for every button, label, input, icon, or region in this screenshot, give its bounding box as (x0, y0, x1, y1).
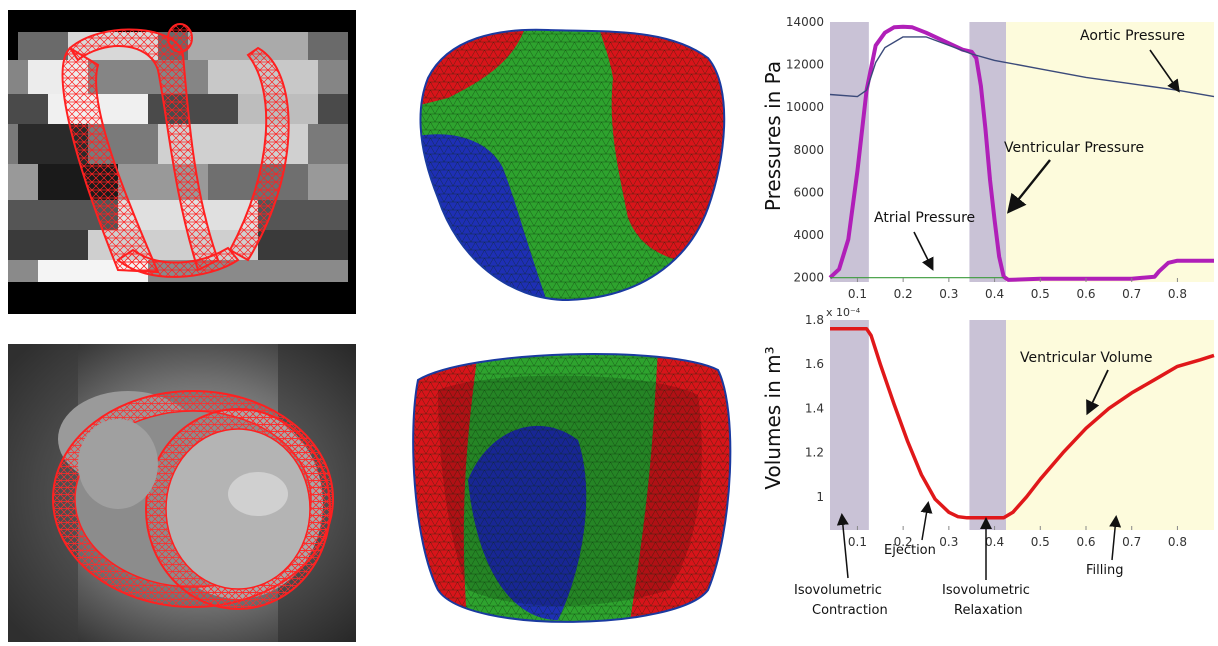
filling-phase-band (1006, 22, 1214, 282)
volume-y-axis-label: Volumes in m³ (761, 346, 785, 489)
pressure-chart: 0.1 0.2 0.3 0.4 0.5 0.6 0.7 0.8 2000 4000 6000 8000… (750, 6, 1216, 308)
y-tick-label: 8000 (793, 143, 824, 157)
mesh-outer-view (408, 18, 730, 304)
mri-short-axis-graphic (8, 344, 356, 642)
mri-long-axis-image (8, 10, 356, 314)
mesh-outer-graphic (419, 28, 726, 302)
x-tick-label: 0.1 (848, 535, 867, 549)
ejection-arrow (920, 501, 933, 541)
x-tick-label: 0.2 (894, 287, 913, 301)
x-tick-label: 0.8 (1168, 287, 1187, 301)
ventricular-pressure-arrow (1007, 159, 1051, 214)
isovolumetric-phase-band (830, 22, 869, 282)
iso-relaxation-label-1: Isovolumetric (942, 583, 1030, 598)
y-tick-label: 1.2 (805, 446, 824, 460)
iso-contraction-label-2: Contraction (812, 603, 888, 618)
x-tick-label: 0.4 (985, 287, 1004, 301)
x-tick-label: 0.6 (1076, 535, 1095, 549)
y-tick-label: 1.6 (805, 357, 824, 371)
mri-short-axis-image (8, 344, 356, 642)
pressure-y-axis-label: Pressures in Pa (761, 61, 785, 211)
ventricular-pressure-label: Ventricular Pressure (1004, 140, 1144, 156)
x-tick-label: 0.3 (939, 535, 958, 549)
y-tick-label: 1 (816, 490, 824, 504)
x-tick-label: 0.7 (1122, 535, 1141, 549)
y-tick-label: 1.4 (805, 401, 824, 415)
mesh-inner-graphic (412, 353, 732, 623)
mri-long-axis-graphic (8, 10, 356, 314)
atrial-pressure-label: Atrial Pressure (874, 210, 975, 226)
volume-chart-svg: 0.1 0.2 0.3 0.4 0.5 0.6 0.7 0.8 1 1.2 1.4 1.6 1.8 x … (761, 306, 1215, 618)
x-tick-label: 0.5 (1031, 535, 1050, 549)
x-tick-label: 0.3 (939, 287, 958, 301)
volume-chart: 0.1 0.2 0.3 0.4 0.5 0.6 0.7 0.8 1 1.2 1.4 1.6 1.8 x … (750, 306, 1216, 640)
ventricular-volume-label: Ventricular Volume (1020, 350, 1152, 366)
filling-phase-band (1006, 320, 1214, 530)
series-line-ventricular-pressure (828, 24, 1214, 282)
isovolumetric-phase-band (830, 320, 869, 530)
x-tick-label: 0.6 (1076, 287, 1095, 301)
volume-scale-note: x 10⁻⁴ (826, 308, 861, 319)
filling-arrow (1109, 515, 1122, 561)
isovolumetric-phase-band (969, 320, 1006, 530)
mesh-inner-view (408, 350, 734, 634)
ventricular-volume-arrow (1086, 369, 1109, 416)
y-tick-label: 14000 (786, 15, 824, 29)
y-tick-label: 1.8 (805, 313, 824, 327)
iso-contraction-arrow (836, 513, 849, 579)
y-tick-label: 2000 (793, 271, 824, 285)
pressure-chart-svg: 0.1 0.2 0.3 0.4 0.5 0.6 0.7 0.8 2000 4000 6000 8000… (761, 15, 1215, 301)
y-tick-label: 12000 (786, 58, 824, 72)
x-tick-label: 0.5 (1031, 287, 1050, 301)
series-line-aortic-pressure (829, 36, 1215, 98)
filling-label: Filling (1086, 563, 1123, 578)
x-tick-label: 0.4 (985, 535, 1004, 549)
iso-contraction-label-1: Isovolumetric (794, 583, 882, 598)
x-tick-label: 0.7 (1122, 287, 1141, 301)
aortic-pressure-label: Aortic Pressure (1080, 28, 1185, 44)
x-tick-label: 0.1 (848, 287, 867, 301)
iso-relaxation-label-2: Relaxation (954, 603, 1023, 618)
y-tick-label: 4000 (793, 228, 824, 242)
atrial-pressure-arrow (913, 231, 934, 271)
x-tick-label: 0.8 (1168, 535, 1187, 549)
x-tick-label: 0.2 (894, 535, 913, 549)
y-tick-label: 10000 (786, 100, 824, 114)
ejection-label: Ejection (884, 543, 936, 558)
y-tick-label: 6000 (793, 185, 824, 199)
aortic-pressure-arrow (1149, 49, 1180, 93)
